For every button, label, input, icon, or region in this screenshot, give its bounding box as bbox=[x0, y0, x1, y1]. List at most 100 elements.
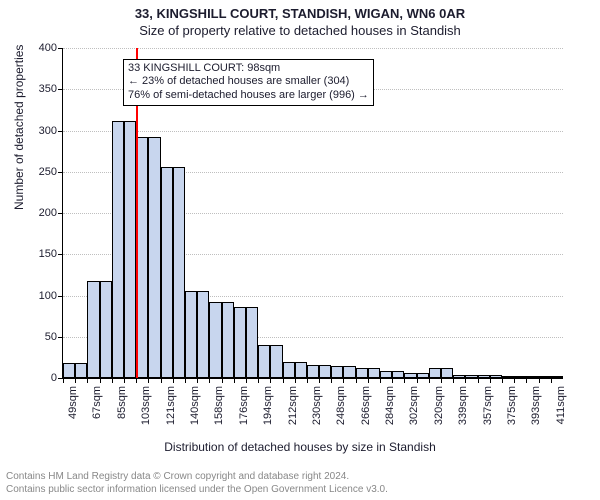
histogram-bar bbox=[441, 368, 453, 378]
x-tick bbox=[356, 378, 357, 383]
x-tick bbox=[112, 378, 113, 383]
histogram-bar bbox=[295, 362, 307, 379]
y-tick-label: 0 bbox=[51, 372, 63, 384]
histogram-bar bbox=[490, 375, 502, 378]
x-tick-label: 158sqm bbox=[213, 386, 225, 425]
histogram-bar bbox=[429, 368, 441, 378]
x-tick-label: 339sqm bbox=[457, 386, 469, 425]
histogram-bar bbox=[246, 307, 258, 378]
histogram-bar bbox=[270, 345, 282, 378]
chart-title-sub: Size of property relative to detached ho… bbox=[0, 21, 600, 38]
x-tick bbox=[478, 378, 479, 383]
histogram-bar bbox=[63, 363, 75, 378]
histogram-bar bbox=[185, 291, 197, 378]
x-axis-label: Distribution of detached houses by size … bbox=[0, 440, 600, 454]
histogram-bar bbox=[343, 366, 355, 378]
histogram-bar bbox=[112, 121, 124, 378]
histogram-bar bbox=[392, 371, 404, 378]
x-tick bbox=[295, 378, 296, 383]
histogram-bar bbox=[161, 167, 173, 378]
chart-title-main: 33, KINGSHILL COURT, STANDISH, WIGAN, WN… bbox=[0, 0, 600, 21]
histogram-bar bbox=[75, 363, 87, 378]
histogram-bar bbox=[465, 375, 477, 378]
histogram-bar bbox=[100, 281, 112, 378]
histogram-bar bbox=[417, 373, 429, 378]
footer-line-2: Contains public sector information licen… bbox=[6, 484, 388, 497]
x-tick bbox=[270, 378, 271, 383]
chart-plot-area: 05010015020025030035040049sqm67sqm85sqm1… bbox=[62, 48, 563, 379]
x-tick-label: 320sqm bbox=[433, 386, 445, 425]
x-tick bbox=[502, 378, 503, 383]
histogram-bar bbox=[173, 167, 185, 378]
y-tick-label: 150 bbox=[39, 248, 63, 260]
histogram-bar bbox=[148, 137, 160, 378]
histogram-bar bbox=[526, 376, 538, 378]
x-tick bbox=[453, 378, 454, 383]
annotation-line: 76% of semi-detached houses are larger (… bbox=[128, 89, 369, 103]
x-tick bbox=[343, 378, 344, 383]
x-tick bbox=[197, 378, 198, 383]
footer-attribution: Contains HM Land Registry data © Crown c… bbox=[6, 471, 388, 496]
x-tick bbox=[222, 378, 223, 383]
annotation-line: 33 KINGSHILL COURT: 98sqm bbox=[128, 62, 369, 76]
x-tick-label: 85sqm bbox=[116, 386, 128, 419]
histogram-bar bbox=[404, 373, 416, 378]
x-tick bbox=[368, 378, 369, 383]
histogram-bar bbox=[124, 121, 136, 378]
x-tick bbox=[234, 378, 235, 383]
x-tick bbox=[404, 378, 405, 383]
x-tick bbox=[136, 378, 137, 383]
x-tick bbox=[161, 378, 162, 383]
x-tick bbox=[319, 378, 320, 383]
x-tick-label: 140sqm bbox=[189, 386, 201, 425]
x-tick-label: 67sqm bbox=[91, 386, 103, 419]
y-tick-label: 350 bbox=[39, 83, 63, 95]
x-tick bbox=[551, 378, 552, 383]
x-tick-label: 266sqm bbox=[360, 386, 372, 425]
histogram-bar bbox=[197, 291, 209, 378]
x-tick-label: 230sqm bbox=[311, 386, 323, 425]
histogram-bar bbox=[258, 345, 270, 378]
y-tick-label: 300 bbox=[39, 125, 63, 137]
x-tick bbox=[514, 378, 515, 383]
histogram-bar bbox=[502, 376, 514, 378]
annotation-box: 33 KINGSHILL COURT: 98sqm← 23% of detach… bbox=[123, 59, 374, 106]
x-tick bbox=[283, 378, 284, 383]
x-tick bbox=[246, 378, 247, 383]
x-tick bbox=[258, 378, 259, 383]
x-tick bbox=[63, 378, 64, 383]
x-tick bbox=[87, 378, 88, 383]
x-tick bbox=[209, 378, 210, 383]
x-tick bbox=[526, 378, 527, 383]
histogram-bar bbox=[453, 375, 465, 378]
x-tick-label: 302sqm bbox=[408, 386, 420, 425]
x-tick-label: 375sqm bbox=[506, 386, 518, 425]
x-tick bbox=[100, 378, 101, 383]
x-tick-label: 393sqm bbox=[530, 386, 542, 425]
x-tick-label: 411sqm bbox=[555, 386, 567, 424]
y-tick-label: 50 bbox=[45, 331, 63, 343]
x-tick bbox=[441, 378, 442, 383]
x-tick-label: 357sqm bbox=[482, 386, 494, 425]
x-tick bbox=[380, 378, 381, 383]
x-tick bbox=[539, 378, 540, 383]
x-tick bbox=[392, 378, 393, 383]
histogram-bar bbox=[283, 362, 295, 379]
histogram-bar bbox=[87, 281, 99, 378]
x-tick-label: 212sqm bbox=[287, 386, 299, 425]
histogram-bar bbox=[356, 368, 368, 378]
x-tick-label: 176sqm bbox=[238, 386, 250, 425]
x-tick bbox=[465, 378, 466, 383]
y-tick-label: 400 bbox=[39, 42, 63, 54]
x-tick bbox=[429, 378, 430, 383]
histogram-bar bbox=[222, 302, 234, 378]
histogram-bar bbox=[551, 376, 563, 378]
histogram-bar bbox=[234, 307, 246, 378]
x-tick-label: 248sqm bbox=[335, 386, 347, 425]
x-tick-label: 49sqm bbox=[67, 386, 79, 419]
histogram-bar bbox=[539, 376, 551, 378]
histogram-bar bbox=[380, 371, 392, 378]
x-tick bbox=[331, 378, 332, 383]
x-tick bbox=[307, 378, 308, 383]
y-tick-label: 250 bbox=[39, 166, 63, 178]
